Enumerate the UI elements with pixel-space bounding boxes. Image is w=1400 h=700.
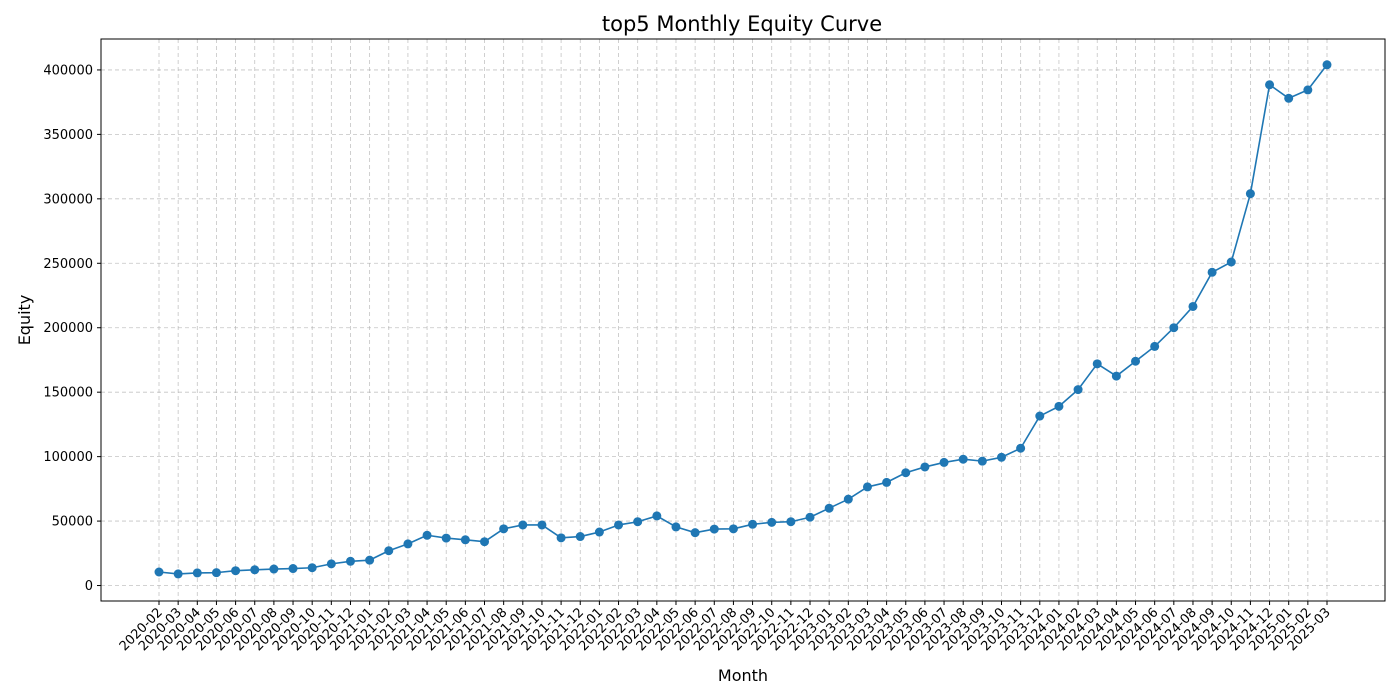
- data-point: [1054, 401, 1064, 411]
- data-point: [843, 494, 853, 504]
- data-point: [307, 563, 317, 573]
- y-tick-label: 200000: [43, 321, 93, 336]
- data-point: [460, 535, 470, 545]
- chart-title: top5 Monthly Equity Curve: [602, 12, 882, 36]
- y-tick-label: 300000: [43, 192, 93, 207]
- data-point: [403, 539, 413, 549]
- data-point: [518, 520, 528, 530]
- data-point: [709, 524, 719, 534]
- x-tick-labels: 2020-022020-032020-042020-052020-062020-…: [117, 601, 1334, 654]
- data-point: [1303, 85, 1313, 95]
- data-point: [633, 517, 643, 527]
- data-point: [250, 565, 260, 575]
- data-point: [1322, 60, 1332, 70]
- x-axis-title: Month: [718, 666, 768, 685]
- data-point: [288, 564, 298, 574]
- data-point: [326, 559, 336, 569]
- y-tick-label: 250000: [43, 257, 93, 272]
- data-point: [422, 530, 432, 540]
- data-point: [575, 532, 585, 542]
- y-tick-label: 150000: [43, 386, 93, 401]
- data-point: [1131, 356, 1141, 366]
- data-point: [805, 512, 815, 522]
- data-point: [728, 524, 738, 534]
- data-point: [594, 527, 604, 537]
- data-point: [996, 452, 1006, 462]
- data-point: [824, 503, 834, 513]
- data-point: [614, 520, 624, 530]
- y-tick-label: 50000: [52, 515, 93, 530]
- data-point: [977, 456, 987, 466]
- data-point: [1150, 341, 1160, 351]
- data-point: [192, 568, 202, 578]
- data-point: [480, 537, 490, 547]
- data-point: [345, 556, 355, 566]
- data-point: [173, 569, 183, 579]
- data-point: [671, 522, 681, 532]
- y-tick-label: 400000: [43, 63, 93, 78]
- data-point: [1265, 80, 1275, 90]
- data-point: [882, 477, 892, 487]
- data-point: [748, 519, 758, 529]
- data-point: [1111, 371, 1121, 381]
- data-point: [958, 454, 968, 464]
- data-point: [269, 564, 279, 574]
- data-point: [1284, 93, 1294, 103]
- data-point: [1035, 411, 1045, 421]
- data-point: [1016, 443, 1026, 453]
- data-point: [690, 528, 700, 538]
- data-point: [920, 462, 930, 472]
- data-point: [1226, 257, 1236, 267]
- data-point: [499, 524, 509, 534]
- data-point: [537, 520, 547, 530]
- y-tick-labels: 0 50000 100000 150000 200000 250000 300000 3500…: [43, 63, 101, 594]
- data-point: [652, 511, 662, 521]
- data-point: [901, 468, 911, 478]
- grid-layer: [101, 39, 1385, 601]
- data-point: [786, 517, 796, 527]
- data-point: [556, 533, 566, 543]
- data-point: [767, 517, 777, 527]
- data-point: [939, 457, 949, 467]
- data-point: [1073, 385, 1083, 395]
- y-axis-title: Equity: [15, 295, 34, 346]
- data-point: [384, 546, 394, 556]
- data-point: [862, 482, 872, 492]
- data-point: [365, 555, 375, 565]
- series-layer: [154, 60, 1332, 579]
- data-point: [1188, 301, 1198, 311]
- y-tick-label: 100000: [43, 450, 93, 465]
- y-tick-label: 350000: [43, 128, 93, 143]
- data-point: [1169, 323, 1179, 333]
- data-point: [1207, 267, 1217, 277]
- data-point: [211, 568, 221, 578]
- data-point: [231, 566, 241, 576]
- data-point: [441, 533, 451, 543]
- data-point: [1245, 189, 1255, 199]
- data-point: [1092, 359, 1102, 369]
- plot-frame: [100, 38, 1386, 602]
- y-tick-label: 0: [85, 579, 93, 594]
- data-point: [154, 567, 164, 577]
